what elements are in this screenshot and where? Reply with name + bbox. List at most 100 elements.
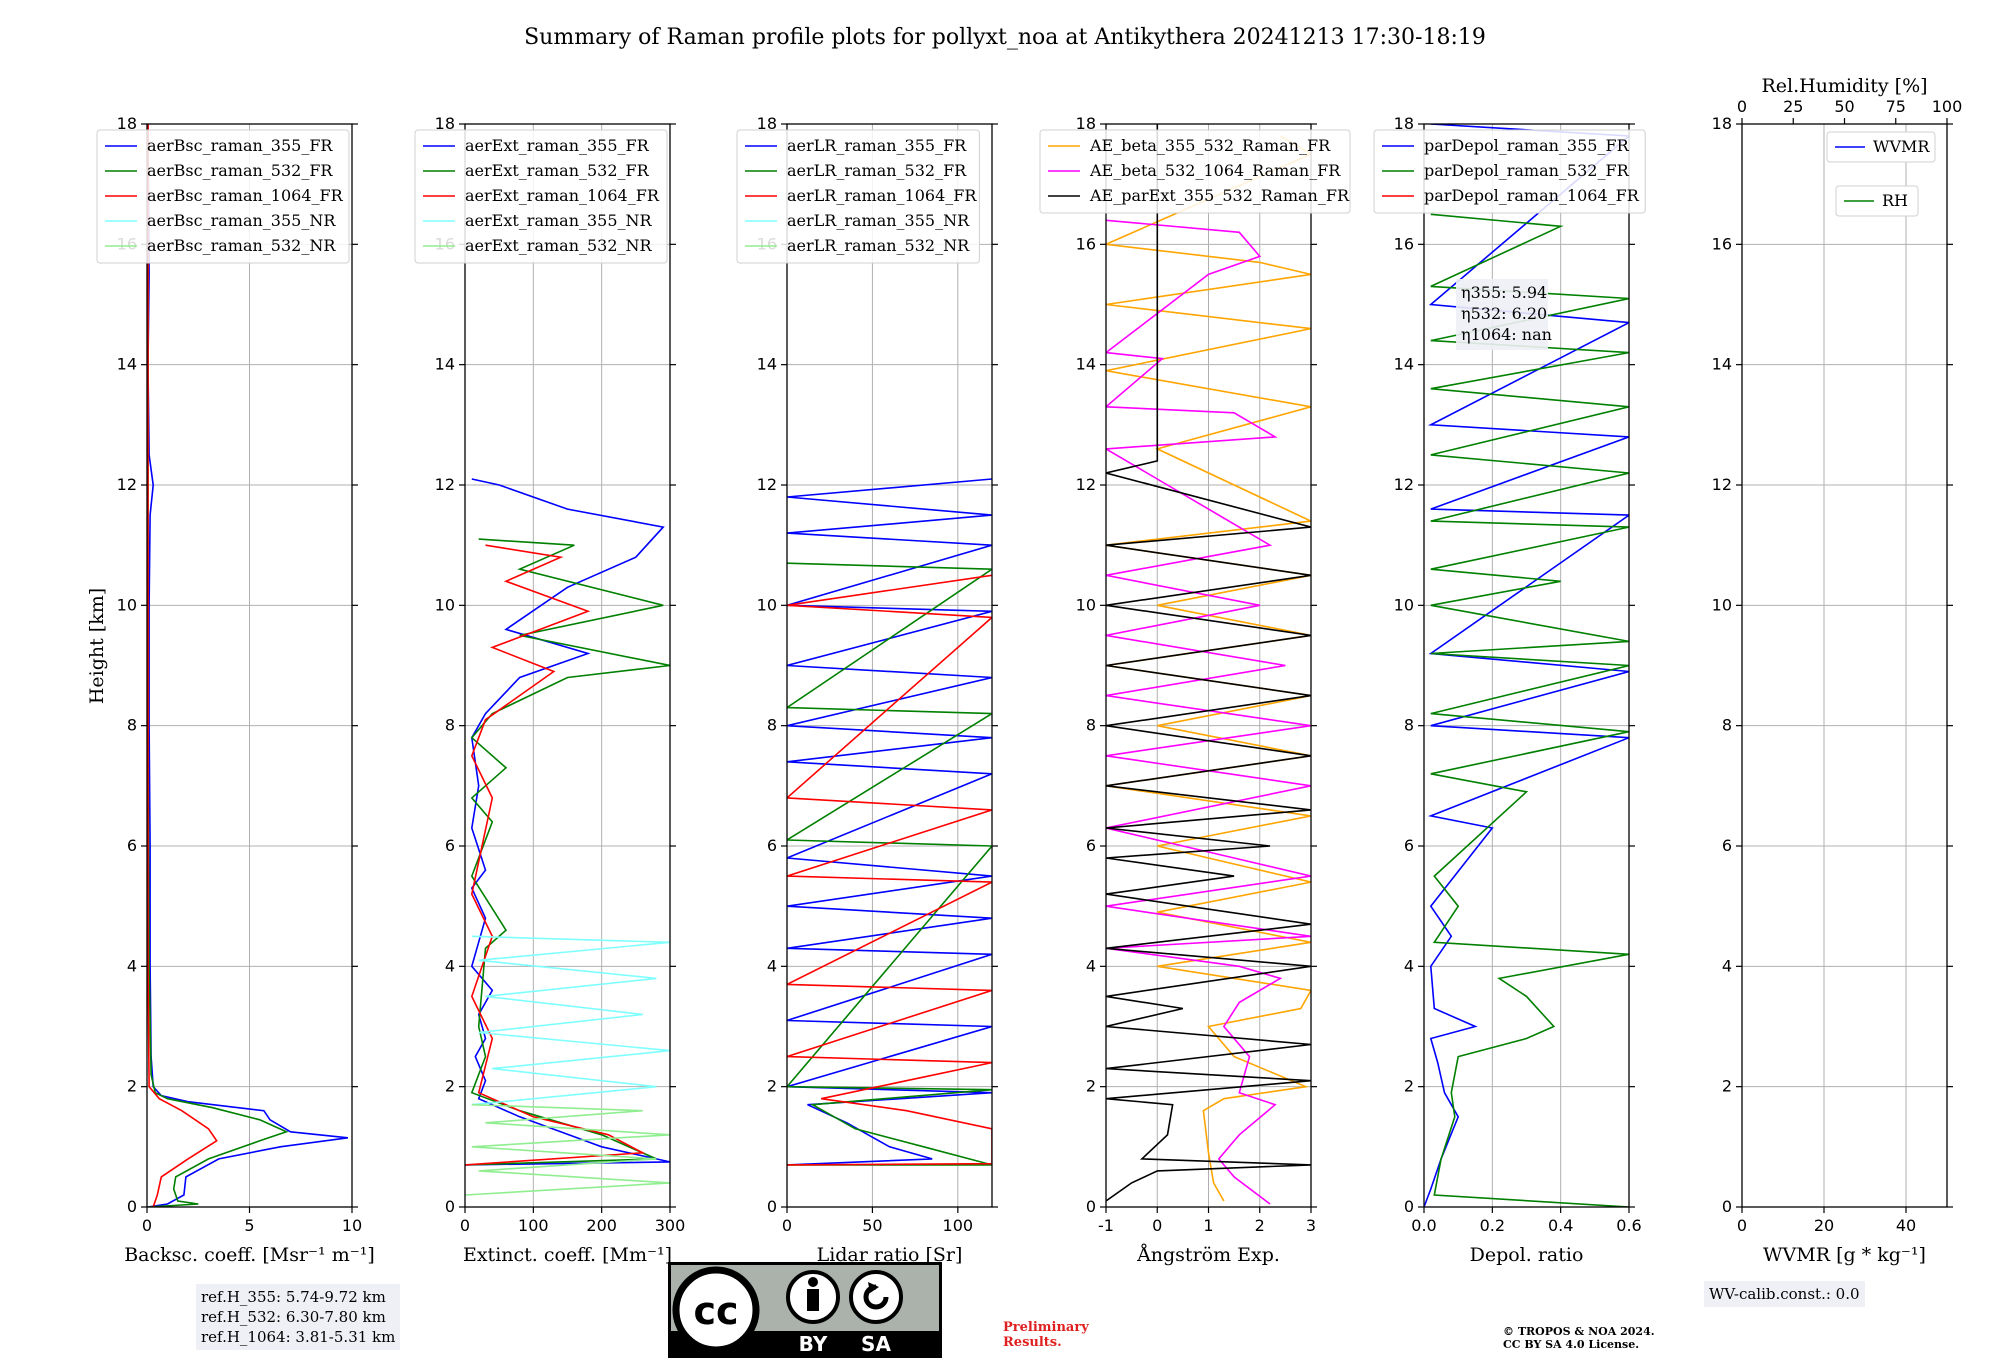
x-axis-label: Backsc. coeff. [Msr⁻¹ m⁻¹] xyxy=(124,1244,375,1266)
panel-1: 0246810121416180510Backsc. coeff. [Msr⁻¹… xyxy=(96,114,375,1266)
series-line-aerExt_raman_1064_FR xyxy=(465,544,646,1166)
preliminary-line-2: Results. xyxy=(1003,1335,1062,1350)
panel-3: 024681012141618050100Lidar ratio [Sr]aer… xyxy=(736,114,998,1266)
eta-box-background xyxy=(1456,279,1548,350)
copyright-line-2: CC BY SA 4.0 License. xyxy=(1503,1338,1640,1351)
y-tick-label: 2 xyxy=(127,1077,137,1096)
y-tick-label: 14 xyxy=(1394,355,1414,374)
x-tick-label: 300 xyxy=(655,1216,686,1235)
x-tick-label: 0.0 xyxy=(1411,1216,1436,1235)
y-tick-label: 10 xyxy=(1394,595,1414,614)
y-tick-label: 8 xyxy=(767,716,777,735)
series-line-AE_parExt_355_532_Raman_FR xyxy=(1106,124,1311,1202)
legend-box xyxy=(96,129,350,264)
x2-axis-label: Rel.Humidity [%] xyxy=(1761,75,1927,97)
x-tick-label: 200 xyxy=(586,1216,617,1235)
series-group xyxy=(1106,124,1311,1205)
series-line-aerBsc_raman_532_FR xyxy=(147,124,289,1207)
cc-icon xyxy=(672,1266,760,1354)
ref-h-532: ref.H_532: 6.30-7.80 km xyxy=(201,1308,386,1326)
y-axis-label: Height [km] xyxy=(86,588,108,704)
copyright-note: © TROPOS & NOA 2024. CC BY SA 4.0 License… xyxy=(1503,1325,1655,1351)
y-tick-label: 8 xyxy=(1722,716,1732,735)
y-tick-label: 12 xyxy=(1076,475,1096,494)
y-tick-label: 12 xyxy=(1712,475,1732,494)
eta-355-text: η355: 5.94 xyxy=(1461,283,1547,302)
series-line-aerExt_raman_532_FR xyxy=(465,538,670,1166)
y-tick-label: 14 xyxy=(1712,355,1732,374)
x-axis-label: Lidar ratio [Sr] xyxy=(817,1244,963,1266)
legend-entry: aerExt_raman_355_NR xyxy=(465,211,653,230)
legend-entry: parDepol_raman_532_FR xyxy=(1424,161,1630,180)
y-tick-label: 6 xyxy=(445,836,455,855)
y-tick-label: 14 xyxy=(1076,355,1096,374)
legend-entry: aerExt_raman_532_FR xyxy=(465,161,650,180)
legend-entry: aerLR_raman_355_NR xyxy=(787,211,970,230)
y-tick-label: 8 xyxy=(445,716,455,735)
y-tick-label: 8 xyxy=(1086,716,1096,735)
x2-tick-label: 100 xyxy=(1932,97,1963,116)
y-tick-label: 0 xyxy=(1086,1197,1096,1216)
legend-box xyxy=(414,129,668,264)
legend-entry: aerExt_raman_1064_FR xyxy=(465,186,660,205)
x-axis-label: Depol. ratio xyxy=(1470,1244,1584,1266)
x-tick-label: 0 xyxy=(782,1216,792,1235)
preliminary-results-note: Preliminary Results. xyxy=(1003,1320,1089,1350)
legend-entry: aerLR_raman_1064_FR xyxy=(787,186,977,205)
x-tick-label: 50 xyxy=(862,1216,882,1235)
legend-box xyxy=(1835,185,1919,217)
x-tick-label: 0.6 xyxy=(1616,1216,1641,1235)
series-group xyxy=(1424,124,1629,1207)
preliminary-line-1: Preliminary xyxy=(1003,1320,1089,1335)
series-line-aerExt_raman_355_NR xyxy=(471,935,670,1106)
eta-532-text: η532: 6.20 xyxy=(1461,304,1547,323)
eta-box: η355: 5.94 η532: 6.20 η1064: nan xyxy=(1456,279,1552,350)
eta-1064-text: η1064: nan xyxy=(1461,325,1552,344)
y-tick-label: 16 xyxy=(1076,234,1096,253)
y-tick-label: 14 xyxy=(117,355,137,374)
ref-h-355: ref.H_355: 5.74-9.72 km xyxy=(201,1288,386,1306)
legend-entry: aerBsc_raman_355_FR xyxy=(147,136,333,155)
y-tick-label: 0 xyxy=(1722,1197,1732,1216)
y-tick-label: 6 xyxy=(1722,836,1732,855)
y-tick-label: 4 xyxy=(445,956,455,975)
legend-box xyxy=(1373,129,1646,214)
cc-text: cc xyxy=(693,1289,738,1333)
legend-entry: aerBsc_raman_532_FR xyxy=(147,161,333,180)
legend-entry: AE_parExt_355_532_Raman_FR xyxy=(1089,186,1350,205)
y-tick-label: 4 xyxy=(1722,956,1732,975)
legend-entry: WVMR xyxy=(1873,137,1930,156)
y-tick-label: 2 xyxy=(1722,1077,1732,1096)
y-tick-label: 0 xyxy=(1404,1197,1414,1216)
panel-6: 0 2 4 6 8 10 12 14 16 18 0 20 40 WVMR [g * kg⁻¹] 0 25 50… xyxy=(1712,75,1963,1266)
y-tick-label: 14 xyxy=(435,355,455,374)
axes-frame xyxy=(786,123,993,1208)
x-tick-label: 1 xyxy=(1203,1216,1213,1235)
x-tick-label: 0 xyxy=(1737,1216,1747,1235)
x-axis-label: Extinct. coeff. [Mm⁻¹] xyxy=(463,1244,672,1266)
series-line-aerBsc_raman_355_FR xyxy=(147,124,349,1207)
y-tick-label: 16 xyxy=(1394,234,1414,253)
legend-entry: aerExt_raman_532_NR xyxy=(465,236,653,255)
y-tick-label: 6 xyxy=(767,836,777,855)
y-tick-label: 0 xyxy=(127,1197,137,1216)
cc-by-sa-license-badge: cc BY SA xyxy=(668,1262,942,1358)
legend-entry: aerExt_raman_355_FR xyxy=(465,136,650,155)
series-line-AE_beta_355_532_Raman_FR xyxy=(1106,135,1311,1202)
y-tick-label: 10 xyxy=(1076,595,1096,614)
axes-frame xyxy=(1741,123,1948,1208)
legend-entry: aerLR_raman_532_FR xyxy=(787,161,967,180)
legend-entry: aerBsc_raman_355_NR xyxy=(147,211,336,230)
series-line-parDepol_raman_532_FR xyxy=(1430,213,1629,1207)
legend-entry: aerBsc_raman_1064_FR xyxy=(147,186,344,205)
y-tick-label: 2 xyxy=(767,1077,777,1096)
y-tick-label: 6 xyxy=(1086,836,1096,855)
y-tick-label: 12 xyxy=(435,475,455,494)
y-tick-label: 4 xyxy=(1086,956,1096,975)
y-tick-label: 18 xyxy=(1394,114,1414,133)
x-tick-label: 3 xyxy=(1306,1216,1316,1235)
x-tick-label: 0 xyxy=(1152,1216,1162,1235)
legend-entry: AE_beta_355_532_Raman_FR xyxy=(1089,136,1331,155)
x2-tick-label: 75 xyxy=(1886,97,1906,116)
